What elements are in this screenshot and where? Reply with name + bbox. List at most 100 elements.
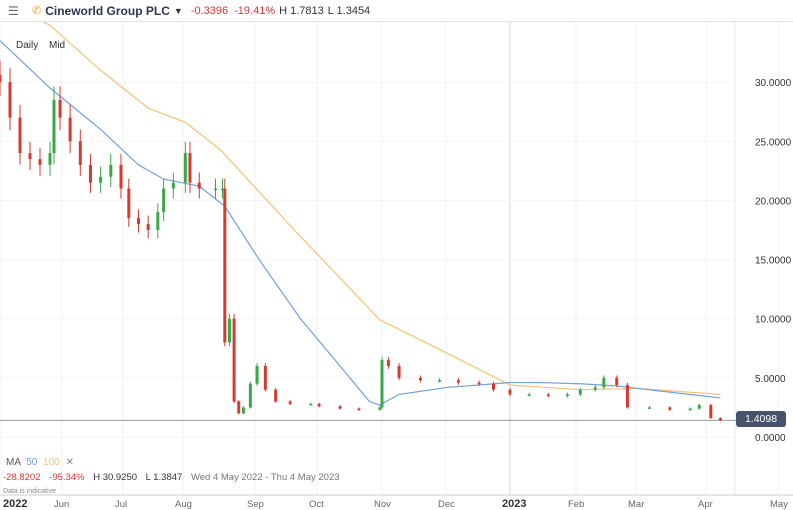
period-change: -28.8202 [3, 472, 41, 483]
high: H 1.7813 [279, 4, 324, 17]
candle [357, 408, 361, 411]
candle [709, 405, 713, 419]
candle [88, 164, 92, 183]
y-tick-label: 0.0000 [755, 433, 786, 444]
candle [255, 366, 259, 384]
period-low: L 1.3847 [145, 472, 183, 483]
candle [527, 394, 531, 396]
x-tick-label: May [770, 499, 788, 510]
last-price-tag: 1.4098 [736, 411, 786, 427]
ma100-line [42, 22, 721, 396]
candle [68, 117, 72, 142]
x-tick-label: Apr [698, 499, 713, 510]
x-tick-label: 2022 [3, 498, 27, 510]
candle [214, 188, 218, 191]
candle [288, 401, 292, 404]
candle [162, 188, 166, 213]
candle [380, 360, 384, 408]
candle [438, 380, 442, 382]
candle [615, 377, 619, 385]
candle [38, 158, 42, 165]
candle [263, 366, 267, 390]
period-stats: -28.8202 -95.34% H 30.9250 L 1.3847 Wed … [3, 472, 340, 483]
candle [578, 389, 582, 395]
candle [456, 380, 460, 383]
hamburger-icon[interactable]: ☰ [8, 3, 19, 18]
candle [565, 394, 569, 396]
price-chart[interactable]: 2022 Jun Jul Aug Sep Oct Nov Dec 2023 Feb Mar Apr Ma… [0, 22, 793, 510]
x-tick-label: Jun [54, 499, 69, 510]
y-tick-label: 5.0000 [755, 374, 786, 385]
candle [58, 99, 62, 118]
candle [109, 164, 113, 177]
candle [546, 394, 550, 396]
interval-selector[interactable]: Daily [16, 40, 39, 51]
period-high: H 30.9250 [93, 472, 138, 483]
candle [477, 382, 481, 385]
change: -0.3396 [190, 4, 229, 17]
candle [220, 188, 224, 191]
candle [127, 188, 131, 219]
y-tick-label: 20.0000 [755, 196, 792, 207]
close-icon[interactable]: ✕ [65, 457, 74, 468]
candle [237, 401, 241, 414]
y-tick-label: 30.0000 [755, 78, 792, 89]
candle [274, 389, 278, 402]
candle [508, 389, 512, 395]
candle [593, 387, 597, 390]
candle [197, 182, 201, 189]
candle [648, 407, 652, 409]
chevron-down-icon[interactable]: ▼ [173, 5, 183, 16]
candle [28, 153, 32, 159]
header: ☰ ✆ Cineworld Group PLC ▼ -0.3396 -19.41… [0, 0, 793, 22]
candle [397, 366, 401, 378]
candle [418, 377, 422, 381]
ma100-label[interactable]: 100 [43, 457, 60, 468]
candle [0, 75, 2, 83]
candle [688, 408, 692, 411]
ma-label: MA [6, 457, 21, 468]
change-pct: -19.41% [234, 4, 276, 17]
x-tick-label: Mar [628, 499, 644, 510]
candle [718, 418, 722, 421]
candle [156, 212, 160, 230]
candle [146, 224, 150, 230]
candle [338, 406, 342, 409]
candle [241, 407, 245, 414]
candle [625, 384, 629, 408]
x-tick-label: Aug [175, 499, 192, 510]
date-range: Wed 4 May 2022 - Thu 4 May 2023 [190, 472, 340, 483]
candle [78, 141, 82, 165]
candle [52, 99, 56, 154]
x-tick-label: Dec [438, 499, 455, 510]
x-tick-label: Feb [568, 499, 584, 510]
candle [136, 218, 140, 225]
candle [668, 407, 672, 410]
ma-legend: MA 50 100 ✕ [6, 457, 74, 468]
candle [99, 176, 103, 183]
x-tick-label: 2023 [502, 498, 526, 510]
candle [48, 153, 52, 165]
phone-icon[interactable]: ✆ [32, 5, 42, 17]
low: L 1.3454 [327, 4, 371, 17]
ma50-line [0, 40, 721, 406]
candle [188, 153, 192, 183]
candle [697, 405, 701, 409]
candle [491, 383, 495, 390]
candle [378, 407, 382, 410]
x-tick-label: Sep [247, 499, 264, 510]
candle [602, 377, 606, 388]
instrument-title[interactable]: Cineworld Group PLC [45, 3, 170, 18]
candle [317, 403, 321, 407]
candle [232, 318, 236, 402]
y-tick-label: 25.0000 [755, 137, 792, 148]
price-type-selector[interactable]: Mid [49, 40, 66, 51]
candle [309, 403, 313, 406]
ma50-label[interactable]: 50 [26, 457, 38, 468]
x-tick-label: Oct [309, 499, 324, 510]
x-tick-label: Jul [115, 499, 127, 510]
candle [18, 117, 22, 154]
candle [119, 164, 123, 189]
x-tick-label: Nov [374, 499, 391, 510]
candle [386, 360, 390, 367]
